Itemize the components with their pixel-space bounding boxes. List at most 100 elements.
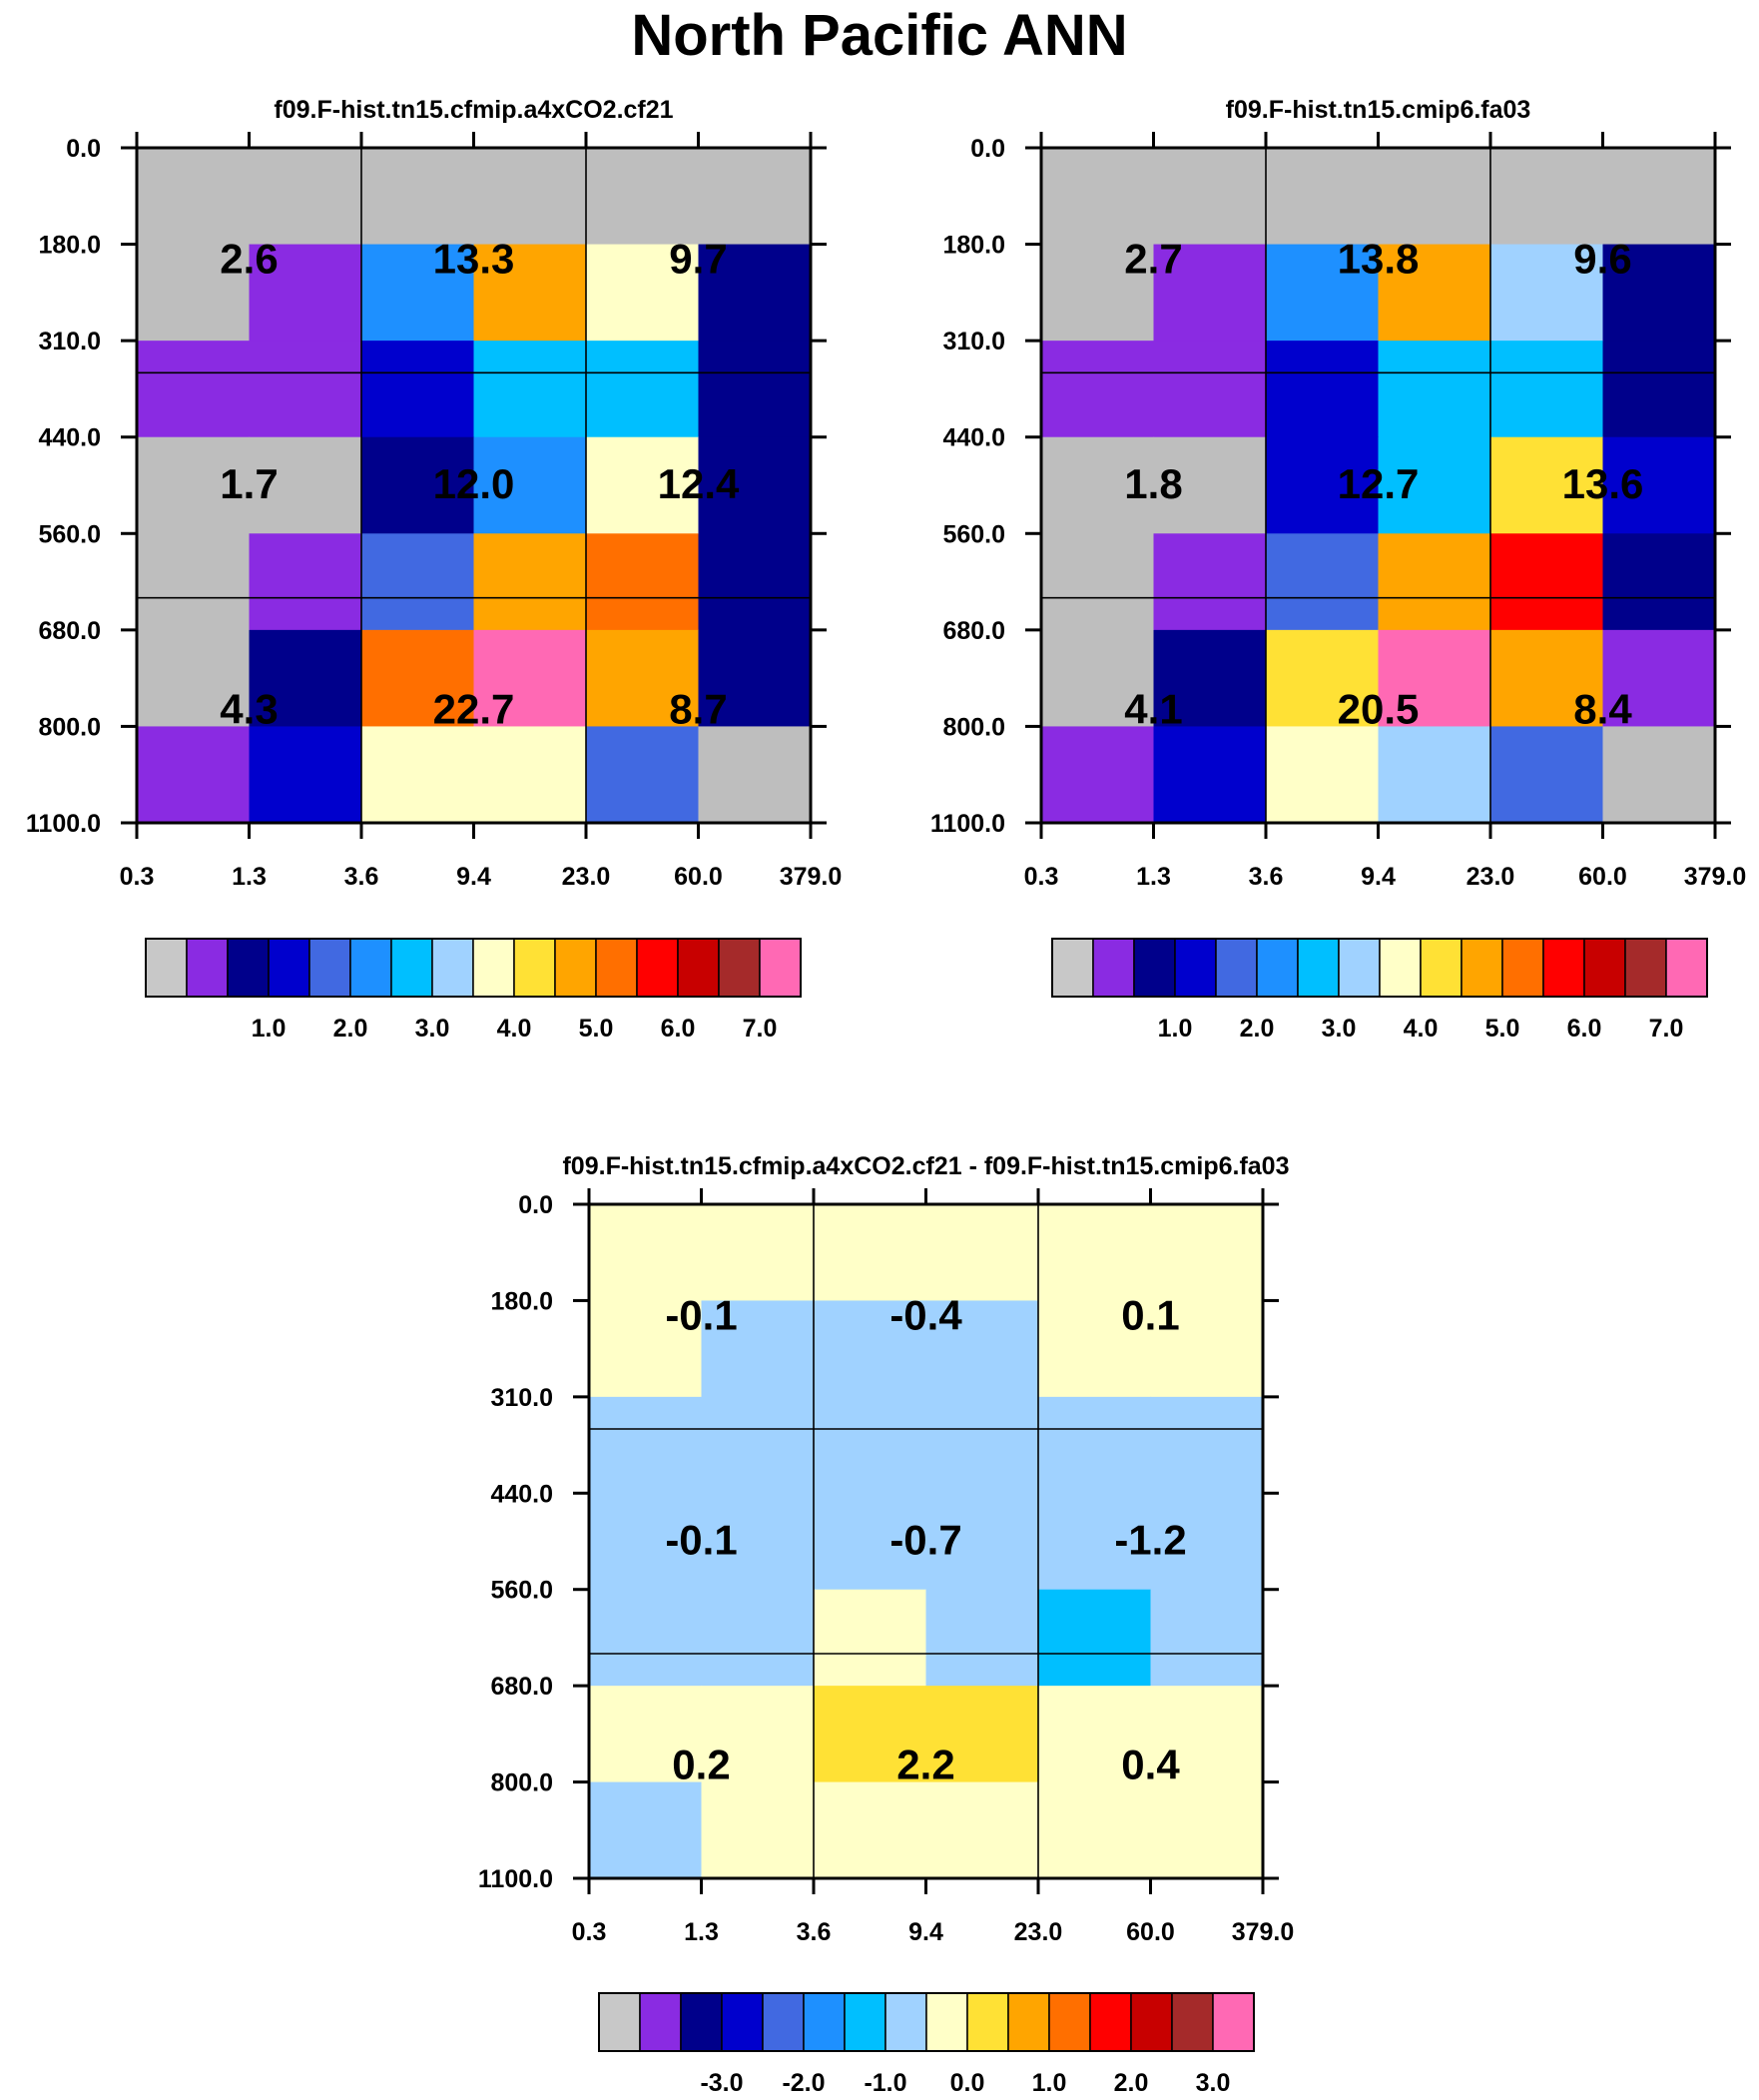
heatmap-cell [814, 1396, 927, 1494]
heatmap-cell [1150, 1493, 1264, 1591]
x-tick-label: 0.3 [572, 1918, 607, 1946]
heatmap-cell [701, 1300, 815, 1398]
colorbar-box [966, 1992, 1009, 2052]
heatmap-cell [1490, 436, 1604, 534]
heatmap-cell [1153, 629, 1267, 728]
colorbar-label: 4.0 [1404, 1015, 1439, 1043]
heatmap-cell [586, 629, 700, 728]
y-tick-label: 180.0 [942, 232, 1005, 260]
heatmap-cell [925, 1204, 1039, 1302]
colorbar-label: 3.0 [1322, 1015, 1357, 1043]
heatmap-panel-3: f09.F-hist.tn15.cfmip.a4xCO2.cf21 - f09.… [478, 1152, 1294, 2097]
heatmap-cell [249, 629, 362, 728]
heatmap-cell [1378, 629, 1491, 728]
colorbar-box [513, 938, 556, 998]
x-tick-label: 379.0 [1684, 863, 1747, 891]
heatmap-cell [589, 1686, 703, 1783]
heatmap-cell [473, 533, 587, 631]
heatmap-cell [589, 1300, 703, 1398]
heatmap-cell [1378, 436, 1491, 534]
colorbar-label: 7.0 [1649, 1015, 1684, 1043]
colorbar-box [677, 938, 720, 998]
heatmap-cell [1153, 244, 1267, 342]
colorbar-label: 2.0 [1240, 1015, 1275, 1043]
heatmap-cell [1490, 629, 1604, 728]
x-tick-label: 1.3 [232, 863, 267, 891]
x-tick-label: 60.0 [674, 863, 723, 891]
heatmap-cell [701, 1686, 815, 1783]
heatmap-cell [1153, 436, 1267, 534]
heatmap-cell [1150, 1589, 1264, 1687]
heatmap-cell [473, 629, 587, 728]
x-tick-label: 23.0 [562, 863, 611, 891]
heatmap-cell [1602, 726, 1716, 824]
heatmap-cell [1041, 533, 1155, 631]
heatmap-cell [1490, 726, 1604, 824]
heatmap-cell [1602, 436, 1716, 534]
heatmap-cell [137, 436, 251, 534]
heatmap-cell [1153, 341, 1267, 438]
colorbar-box [759, 938, 802, 998]
heatmap-cell [1602, 629, 1716, 728]
colorbar-box [186, 938, 229, 998]
heatmap-cell [701, 1589, 815, 1687]
y-tick-label: 680.0 [38, 617, 101, 645]
colorbar-label: 1.0 [1158, 1015, 1193, 1043]
y-tick-label: 440.0 [38, 424, 101, 452]
heatmap-cell [1266, 341, 1380, 438]
heatmap-cell [589, 1396, 703, 1494]
colorbar-label: 1.0 [252, 1015, 287, 1043]
heatmap-cell [586, 436, 700, 534]
colorbar-box [1092, 938, 1135, 998]
colorbar-box [636, 938, 679, 998]
heatmap-cell [1378, 726, 1491, 824]
heatmap-cell [473, 244, 587, 342]
colorbar-box [803, 1992, 846, 2052]
colorbar-frame [598, 1992, 1255, 2052]
colorbar-label: 6.0 [1567, 1015, 1602, 1043]
y-tick-label: 180.0 [38, 232, 101, 260]
heatmap-cell [814, 1204, 927, 1302]
colorbar-frame [1051, 938, 1708, 998]
y-tick-label: 680.0 [942, 617, 1005, 645]
heatmap-cell [586, 244, 700, 342]
heatmap-cell [814, 1300, 927, 1398]
cell-value-label: -0.1 [665, 1292, 737, 1339]
heatmap-panel-2: f09.F-hist.tn15.cmip6.fa03 0.0 180.0 310.0 4… [930, 96, 1746, 1043]
colorbar-box [227, 938, 270, 998]
cell-value-label: 13.8 [1338, 236, 1420, 283]
colorbar-box [721, 1992, 764, 2052]
heatmap-cell [586, 148, 700, 246]
colorbar-box [1583, 938, 1626, 998]
heatmap-cell [589, 1204, 703, 1302]
x-tick-label: 3.6 [797, 1918, 832, 1946]
heatmap-cell [586, 533, 700, 631]
heatmap-cell [1490, 244, 1604, 342]
y-tick-label: 440.0 [942, 424, 1005, 452]
cell-value-label: 2.2 [896, 1742, 954, 1788]
heatmap-cell [814, 1686, 927, 1783]
y-tick-label: 310.0 [490, 1384, 553, 1412]
heatmap-cell [249, 726, 362, 824]
colorbar-label: 6.0 [661, 1015, 696, 1043]
colorbar-box [1338, 938, 1381, 998]
y-tick-label: 1100.0 [930, 810, 1005, 838]
heatmap-cell [814, 1781, 927, 1879]
cell-value-label: -1.2 [1114, 1517, 1186, 1564]
cell-value-label: -0.7 [889, 1517, 961, 1564]
heatmap-cell [1041, 148, 1155, 246]
heatmap-cell [1150, 1781, 1264, 1879]
panel-title: f09.F-hist.tn15.cfmip.a4xCO2.cf21 [274, 96, 673, 124]
heatmap-cell [1041, 629, 1155, 728]
y-tick-label: 1100.0 [26, 810, 101, 838]
heatmap-cell [1041, 244, 1155, 342]
heatmap-cell [1266, 148, 1380, 246]
y-tick-label: 560.0 [942, 520, 1005, 548]
cell-value-label: 12.7 [1338, 460, 1420, 507]
cell-value-label: 0.1 [1121, 1292, 1179, 1339]
colorbar-box [639, 1992, 682, 2052]
colorbar-label: -3.0 [700, 2069, 743, 2097]
cell-value-label: -0.4 [889, 1292, 962, 1339]
heatmap-cell [698, 244, 812, 342]
